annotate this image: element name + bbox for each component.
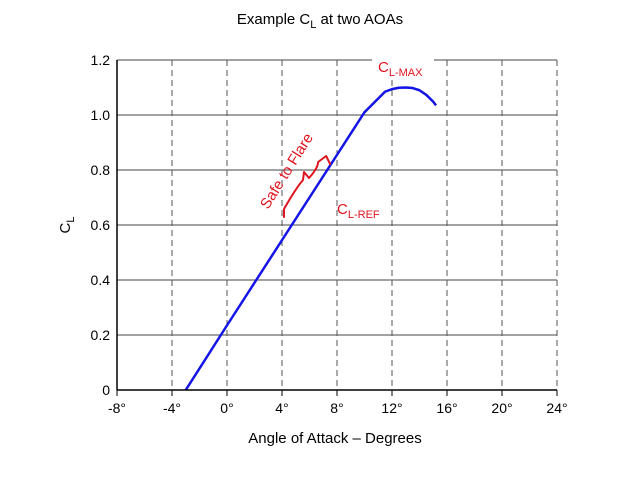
bracket-path — [283, 155, 332, 218]
grid — [117, 59, 558, 390]
safe-to-flare-bracket — [283, 155, 332, 218]
x-tick-label: 8° — [330, 400, 343, 416]
annotation-cl-ref: CL-REF — [337, 201, 380, 221]
y-tick-label: 0.2 — [91, 327, 111, 343]
x-tick-label: 16° — [436, 400, 457, 416]
clmax-label-bg — [372, 52, 434, 80]
clmax-label-background — [372, 52, 434, 80]
y-tick-label: 1.2 — [91, 52, 111, 68]
x-tick-label: 0° — [220, 400, 233, 416]
x-tick-label: 4° — [275, 400, 288, 416]
x-tick-labels: -8° -4° 0° 4° 8° 12° 16° 20° 24° — [108, 400, 568, 416]
series-line — [184, 86, 437, 391]
x-tick-label: 20° — [491, 400, 512, 416]
y-tick-label: 0 — [102, 382, 110, 398]
chart-title: Example CL at two AOAs — [237, 11, 403, 31]
y-tick-label: 0.8 — [91, 162, 111, 178]
x-tick-label: 24° — [546, 400, 567, 416]
y-tick-label: 1.0 — [91, 107, 111, 123]
axes — [116, 60, 558, 396]
y-tick-labels: 0 0.2 0.4 0.6 0.8 1.0 1.2 — [91, 52, 111, 398]
y-axis-label: CL — [57, 217, 77, 234]
annotation-cl-max: CL-MAX — [378, 59, 423, 79]
series-layer — [184, 86, 437, 391]
y-tick-label: 0.4 — [91, 272, 111, 288]
x-tick-label: -8° — [108, 400, 126, 416]
x-tick-label: -4° — [163, 400, 181, 416]
y-tick-label: 0.6 — [91, 217, 111, 233]
x-axis-label: Angle of Attack – Degrees — [248, 430, 421, 447]
x-tick-label: 12° — [381, 400, 402, 416]
